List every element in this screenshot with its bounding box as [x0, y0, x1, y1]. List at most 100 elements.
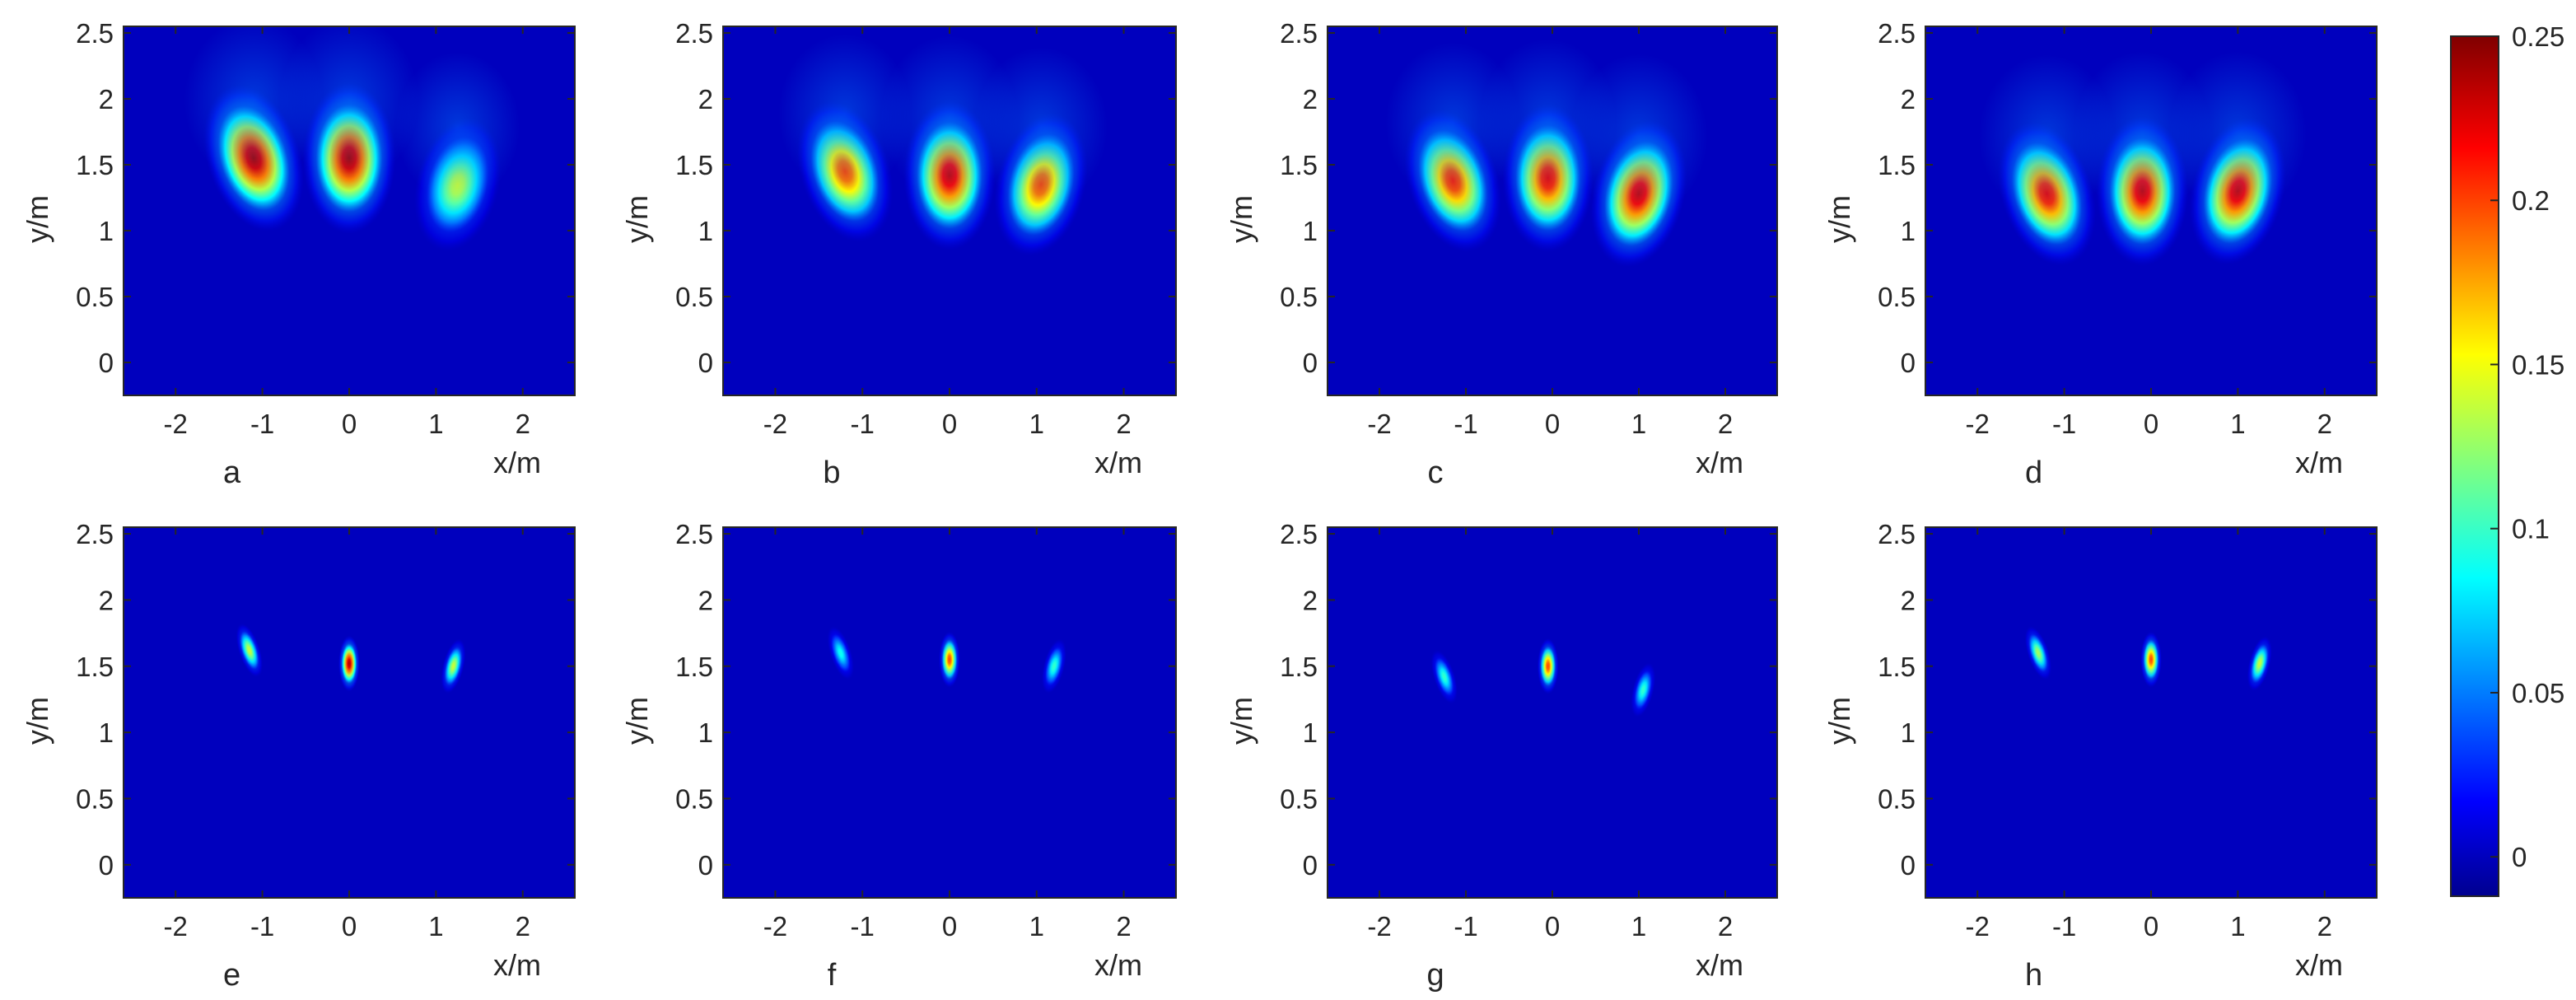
- heatmap-background: [723, 527, 1176, 898]
- intensity-peak: [939, 631, 960, 688]
- heatmap-panel-d: -2 -1 0 1 2 0 0.5 1 1.5 2 2.5 x/m y/m d: [1822, 18, 2378, 490]
- x-axis-label: x/m: [2295, 948, 2343, 982]
- intensity-peak: [441, 638, 466, 694]
- colorbar-gradient: [2450, 35, 2499, 897]
- y-tick-label: 0: [698, 348, 713, 378]
- x-tick-label: -1: [1454, 911, 1477, 942]
- x-tick-label: 0: [342, 911, 357, 942]
- y-axis-label: y/m: [620, 697, 654, 745]
- heatmap-panel-f: -2 -1 0 1 2 0 0.5 1 1.5 2 2.5 x/m y/m f: [620, 519, 1177, 993]
- panel-label: f: [828, 958, 837, 993]
- y-tick-label: 2.5: [1280, 18, 1318, 49]
- intensity-peak: [827, 626, 855, 680]
- y-tick-label: 1: [99, 216, 114, 246]
- y-tick-label: 0.5: [1878, 783, 1916, 814]
- heatmap-blobs: [2024, 626, 2272, 691]
- y-tick-label: 0.5: [76, 783, 114, 814]
- heatmap-blobs: [1978, 51, 2308, 266]
- y-tick-label: 2: [698, 84, 713, 114]
- x-axis-label: x/m: [1696, 948, 1743, 982]
- y-axis-label: y/m: [1822, 195, 1856, 243]
- y-tick-label: 1: [1901, 717, 1916, 748]
- x-axis-label: x/m: [493, 446, 541, 479]
- y-tick-label: 0: [698, 850, 713, 881]
- y-tick-label: 2.5: [675, 18, 713, 49]
- x-tick-label: 1: [1029, 911, 1044, 942]
- x-tick-label: -1: [851, 911, 875, 942]
- colorbar-tick-label: 0.25: [2512, 21, 2564, 52]
- x-tick-label: 0: [942, 911, 957, 942]
- colorbar-tick-label: 0: [2512, 842, 2527, 872]
- x-tick-label: 0: [942, 409, 957, 439]
- heatmap-background: [124, 527, 575, 898]
- y-tick-label: 2.5: [1878, 519, 1916, 549]
- intensity-peak: [2024, 626, 2052, 680]
- x-tick-label: 2: [1116, 911, 1131, 942]
- intensity-halo: [395, 52, 520, 202]
- y-tick-label: 0.5: [1878, 282, 1916, 312]
- heatmap-blobs: [827, 626, 1066, 694]
- y-tick-label: 0: [99, 348, 114, 378]
- x-tick-label: -2: [164, 911, 188, 942]
- y-tick-label: 2.5: [76, 519, 114, 549]
- heatmap-panel-e: -2 -1 0 1 2 0 0.5 1 1.5 2 2.5 x/m y/m e: [21, 519, 576, 993]
- y-axis-label: y/m: [1225, 195, 1258, 243]
- colorbar-tick-label: 0.05: [2512, 678, 2564, 708]
- y-tick-label: 0.5: [675, 282, 713, 312]
- y-tick-label: 0: [1303, 348, 1318, 378]
- colorbar-tick-label: 0.15: [2512, 349, 2564, 380]
- y-tick-label: 0: [1303, 850, 1318, 881]
- x-tick-label: -1: [2052, 409, 2076, 439]
- x-tick-label: 1: [1029, 409, 1044, 439]
- x-axis-label: x/m: [1094, 446, 1142, 479]
- y-tick-label: 1: [1303, 717, 1318, 748]
- y-tick-label: 1.5: [1280, 150, 1318, 180]
- intensity-peak: [1537, 638, 1559, 694]
- intensity-halo: [1978, 54, 2116, 217]
- y-tick-label: 1.5: [76, 652, 114, 682]
- y-tick-label: 0: [1901, 850, 1916, 881]
- y-tick-label: 0.5: [1280, 282, 1318, 312]
- panels: -2 -1 0 1 2 0 0.5 1 1.5 2 2.5 x/m y/m a -2 -1 0 1 2 0 0.5 1 1.…: [21, 18, 2378, 993]
- x-tick-label: -1: [250, 409, 274, 439]
- heatmap-blobs: [778, 34, 1108, 256]
- panel-label: h: [2025, 958, 2042, 993]
- panel-label: g: [1426, 958, 1444, 993]
- x-tick-label: 0: [342, 409, 357, 439]
- heatmap-background: [1925, 527, 2377, 898]
- x-tick-label: 2: [2317, 911, 2332, 942]
- y-tick-label: 1: [698, 216, 713, 246]
- y-tick-label: 0.5: [76, 282, 114, 312]
- heatmap-blobs: [236, 623, 466, 694]
- y-tick-label: 2: [99, 84, 114, 114]
- x-tick-label: -2: [763, 911, 787, 942]
- y-tick-label: 2: [1901, 585, 1916, 615]
- intensity-halo: [1570, 54, 1708, 218]
- x-tick-label: -2: [1367, 911, 1391, 942]
- intensity-halo: [778, 34, 912, 194]
- panel-label: d: [2025, 456, 2042, 490]
- x-axis-label: x/m: [1094, 948, 1142, 982]
- x-tick-label: 2: [516, 911, 530, 942]
- y-tick-label: 1.5: [1878, 150, 1916, 180]
- y-tick-label: 1.5: [1878, 652, 1916, 682]
- y-tick-label: 1.5: [76, 150, 114, 180]
- panel-label: c: [1428, 456, 1444, 490]
- heatmap-panel-b: -2 -1 0 1 2 0 0.5 1 1.5 2 2.5 x/m y/m b: [620, 18, 1177, 490]
- panel-label: e: [223, 958, 240, 993]
- x-tick-label: 2: [1116, 409, 1131, 439]
- y-axis-label: y/m: [21, 697, 54, 745]
- y-tick-label: 1: [99, 717, 114, 748]
- y-tick-label: 0: [99, 850, 114, 881]
- heatmap-panel-h: -2 -1 0 1 2 0 0.5 1 1.5 2 2.5 x/m y/m h: [1822, 519, 2378, 993]
- y-tick-label: 2: [1901, 84, 1916, 114]
- y-tick-label: 2: [99, 585, 114, 615]
- y-axis-label: y/m: [1225, 697, 1258, 745]
- x-tick-label: 1: [428, 409, 443, 439]
- y-axis-label: y/m: [1822, 697, 1856, 745]
- colorbar: 0 0.05 0.1 0.15 0.2 0.25: [2450, 21, 2564, 897]
- x-tick-label: -2: [1966, 911, 1990, 942]
- y-tick-label: 2: [1303, 585, 1318, 615]
- x-tick-label: 2: [1718, 911, 1733, 942]
